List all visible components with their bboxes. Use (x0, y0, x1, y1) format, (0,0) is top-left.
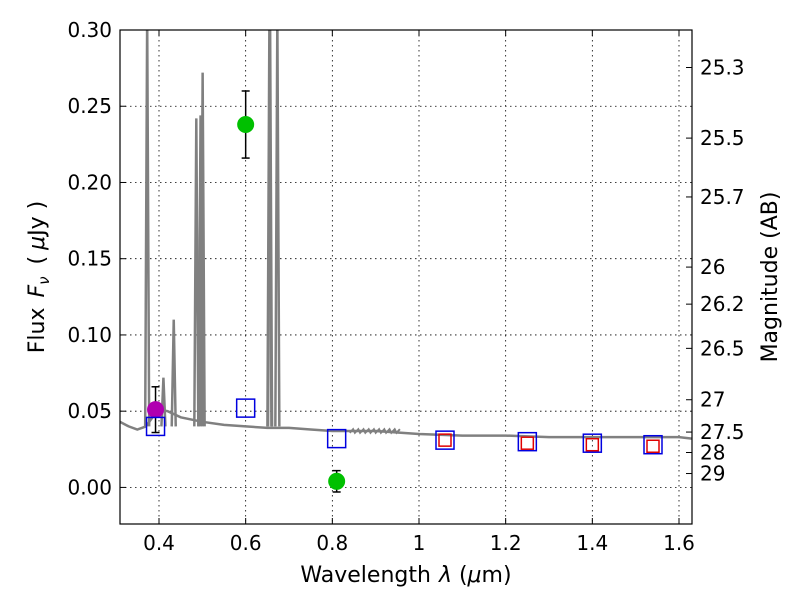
x-tick-label: 0.6 (230, 531, 262, 555)
y-axis-label-subscript: ν (35, 276, 53, 284)
plot-area (120, 30, 692, 493)
data-point-square (582, 433, 603, 453)
plot-frame (119, 29, 693, 525)
y-axis-label-symbol: F (25, 285, 50, 298)
x-tick-label: 0.8 (316, 531, 348, 555)
grid-lines (120, 29, 692, 524)
y-tick-label: 0.10 (67, 323, 112, 347)
y2-tick-label: 26.2 (700, 292, 745, 316)
sed-noise (348, 427, 401, 435)
y-tick-label: 0.00 (67, 475, 112, 499)
x-tick-label: 0.4 (143, 531, 175, 555)
x-tick-label: 1.6 (663, 531, 695, 555)
y2-tick-label: 27 (700, 388, 725, 412)
emission-line (199, 72, 206, 427)
emission-line (274, 30, 281, 427)
y-tick-label: 0.20 (67, 170, 112, 194)
emission-line (193, 118, 200, 427)
y2-tick-label: 28 (700, 440, 725, 464)
x-tick-label: 1 (413, 531, 426, 555)
y-tick-label: 0.30 (67, 18, 112, 42)
data-point-square (435, 430, 455, 450)
emission-line (170, 319, 177, 427)
data-point-square (326, 428, 347, 449)
y2-tick-label: 29 (700, 462, 725, 486)
data-point-square (646, 439, 660, 453)
y2-tick-label: 25.7 (700, 185, 745, 209)
y2-tick-label: 27.5 (700, 420, 745, 444)
y2-tick-label: 25.3 (700, 56, 745, 80)
axis-ticks: 0.4 0.6 0.8 1 1.2 1.4 1.6 0.00 0.05 0.10 0.15 0.20 0… (67, 18, 744, 555)
y-axis-label-unit-mu: μ (25, 236, 50, 251)
y-axis-label-text: Flux (25, 308, 50, 354)
data-point-square (520, 436, 535, 450)
data-point-square (235, 398, 256, 418)
emission-line (143, 30, 151, 427)
y-axis-label-unit-rest: Jy ) (25, 201, 50, 238)
y-axis-label: Flux Fν ( μJy ) (25, 201, 53, 353)
y-tick-label: 0.25 (67, 94, 112, 118)
x-tick-label: 1.2 (490, 531, 522, 555)
data-point-square (643, 434, 663, 455)
data-point-square (438, 433, 452, 447)
x-axis-label-text: Wavelength (300, 563, 431, 588)
x-axis-label: Wavelength λ (μm) (300, 563, 511, 588)
data-point-square (517, 431, 538, 452)
x-axis-label-unit-rest: m) (482, 563, 512, 588)
data-point-square (145, 416, 166, 437)
y2-axis-label: Magnitude (AB) (758, 192, 783, 363)
x-tick-label: 1.4 (576, 531, 608, 555)
data-point-circle (147, 401, 165, 419)
y2-tick-label: 25.5 (700, 126, 745, 150)
x-axis-label-symbol: λ (438, 563, 452, 588)
data-point-circle (328, 472, 346, 490)
x-axis-label-unit-mu: μ (467, 563, 482, 588)
y2-tick-label: 26 (700, 255, 725, 279)
data-point-circle (237, 116, 255, 134)
emission-line (266, 30, 274, 427)
y-tick-label: 0.05 (67, 399, 112, 423)
x-axis-label-unit-open: ( (452, 563, 468, 588)
data-point-square (585, 437, 600, 452)
y-tick-label: 0.15 (67, 247, 112, 271)
y2-tick-label: 26.5 (700, 336, 745, 360)
y-axis-label-unit-open: ( (25, 256, 50, 265)
